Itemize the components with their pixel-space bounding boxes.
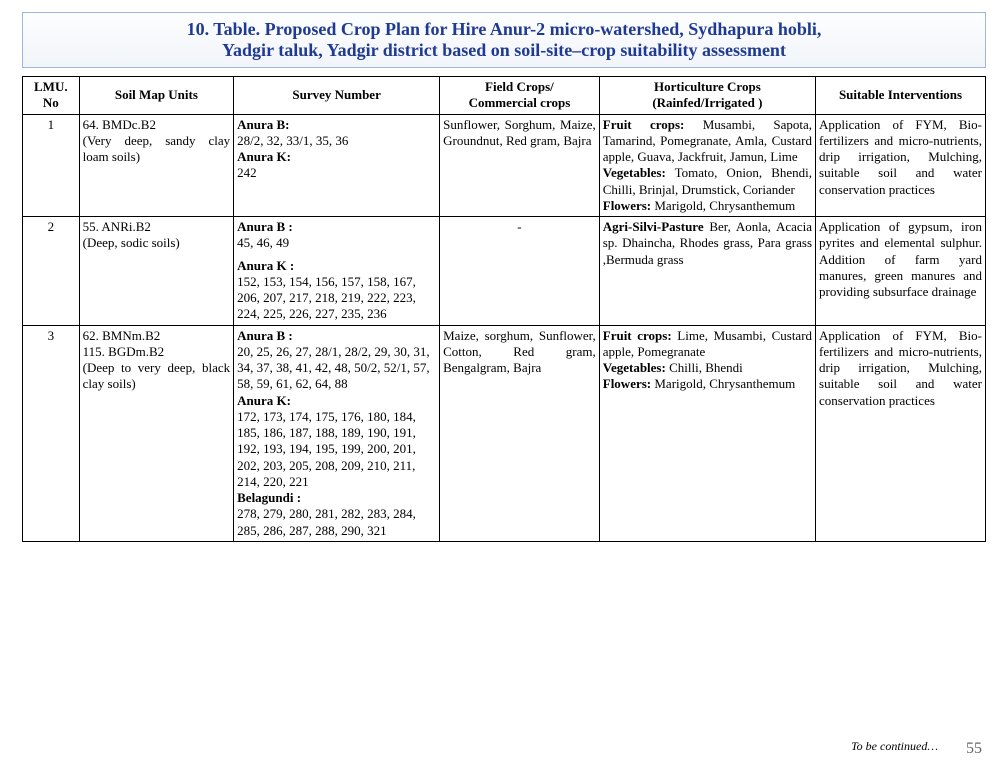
hort-veg-label: Vegetables: [603, 165, 666, 180]
survey-values: 28/2, 32, 33/1, 35, 36 [237, 133, 436, 149]
cell-soil: 55. ANRi.B2 (Deep, sodic soils) [79, 217, 233, 326]
cell-survey: Anura B : 20, 25, 26, 27, 28/1, 28/2, 29… [234, 325, 440, 541]
title-box: 10. Table. Proposed Crop Plan for Hire A… [22, 12, 986, 68]
cell-survey: Anura B : 45, 46, 49 Anura K : 152, 153,… [234, 217, 440, 326]
soil-code: 55. ANRi.B2 [83, 219, 230, 235]
cell-interv: Application of FYM, Bio-fertilizers and … [816, 325, 986, 541]
soil-code: 64. BMDc.B2 [83, 117, 230, 133]
cell-hort: Fruit crops: Lime, Musambi, Custard appl… [599, 325, 815, 541]
soil-desc: (Deep to very deep, black clay soils) [83, 360, 230, 391]
survey-label: Belagundi : [237, 490, 436, 506]
cell-interv: Application of gypsum, iron pyrites and … [816, 217, 986, 326]
survey-label: Anura K : [237, 258, 436, 274]
soil-desc: (Deep, sodic soils) [83, 235, 180, 250]
survey-values: 45, 46, 49 [237, 235, 436, 251]
col-survey: Survey Number [234, 77, 440, 115]
col-hort: Horticulture Crops (Rainfed/Irrigated ) [599, 77, 815, 115]
table-header: LMU. No Soil Map Units Survey Number Fie… [23, 77, 986, 115]
soil-desc: (Very deep, sandy clay loam soils) [83, 133, 230, 164]
hort-flw: Marigold, Chrysanthemum [651, 376, 795, 391]
soil-code: 62. BMNm.B2 [83, 328, 230, 344]
survey-values: 152, 153, 154, 156, 157, 158, 167, 206, … [237, 274, 436, 323]
hort-flw-label: Flowers: [603, 376, 651, 391]
table-row: 3 62. BMNm.B2 115. BGDm.B2 (Deep to very… [23, 325, 986, 541]
hort-fruit-label: Fruit crops: [603, 328, 672, 343]
soil-code: 115. BGDm.B2 [83, 344, 230, 360]
hort-flw-label: Flowers: [603, 198, 651, 213]
survey-values: 278, 279, 280, 281, 282, 283, 284, 285, … [237, 506, 436, 539]
survey-label: Anura B : [237, 328, 436, 344]
cell-lmu: 3 [23, 325, 80, 541]
cell-lmu: 1 [23, 114, 80, 217]
hort-flw: Marigold, Chrysanthemum [651, 198, 795, 213]
col-lmu: LMU. No [23, 77, 80, 115]
survey-values: 172, 173, 174, 175, 176, 180, 184, 185, … [237, 409, 436, 490]
col-field: Field Crops/ Commercial crops [440, 77, 600, 115]
cell-hort: Agri-Silvi-Pasture Ber, Aonla, Acacia sp… [599, 217, 815, 326]
table-row: 1 64. BMDc.B2 (Very deep, sandy clay loa… [23, 114, 986, 217]
cell-lmu: 2 [23, 217, 80, 326]
footer-note: To be continued… [851, 739, 938, 754]
survey-values: 20, 25, 26, 27, 28/1, 28/2, 29, 30, 31, … [237, 344, 436, 393]
hort-veg-label: Vegetables: [603, 360, 666, 375]
hort-flw-wrap: Flowers: Marigold, Chrysanthemum [603, 376, 812, 392]
col-hort-b: (Rainfed/Irrigated ) [603, 95, 812, 111]
survey-label: Anura K: [237, 393, 436, 409]
hort-fruit-label: Fruit crops: [603, 117, 685, 132]
crop-plan-table: LMU. No Soil Map Units Survey Number Fie… [22, 76, 986, 542]
page-number: 55 [966, 740, 982, 758]
cell-survey: Anura B: 28/2, 32, 33/1, 35, 36 Anura K:… [234, 114, 440, 217]
col-interv: Suitable Interventions [816, 77, 986, 115]
hort-flw-wrap: Flowers: Marigold, Chrysanthemum [603, 198, 812, 214]
cell-field: Sunflower, Sorghum, Maize, Groundnut, Re… [440, 114, 600, 217]
cell-field: Maize, sorghum, Sunflower, Cotton, Red g… [440, 325, 600, 541]
survey-label: Anura B: [237, 117, 436, 133]
col-field-b: Commercial crops [443, 95, 596, 111]
survey-label: Anura K: [237, 149, 436, 165]
col-hort-a: Horticulture Crops [603, 79, 812, 95]
cell-field: - [440, 217, 600, 326]
hort-veg: Chilli, Bhendi [666, 360, 743, 375]
title-line-1: 10. Table. Proposed Crop Plan for Hire A… [31, 19, 977, 40]
survey-label: Anura B : [237, 219, 436, 235]
hort-veg-wrap: Vegetables: Chilli, Bhendi [603, 360, 812, 376]
col-field-a: Field Crops/ [443, 79, 596, 95]
survey-values: 242 [237, 165, 436, 181]
hort-veg-wrap: Vegetables: Tomato, Onion, Bhendi, Chill… [603, 165, 812, 198]
cell-soil: 62. BMNm.B2 115. BGDm.B2 (Deep to very d… [79, 325, 233, 541]
table-row: 2 55. ANRi.B2 (Deep, sodic soils) Anura … [23, 217, 986, 326]
cell-interv: Application of FYM, Bio-fertilizers and … [816, 114, 986, 217]
col-soil: Soil Map Units [79, 77, 233, 115]
hort-asp-label: Agri-Silvi-Pasture [603, 219, 704, 234]
cell-soil: 64. BMDc.B2 (Very deep, sandy clay loam … [79, 114, 233, 217]
cell-hort: Fruit crops: Musambi, Sapota, Tamarind, … [599, 114, 815, 217]
title-line-2: Yadgir taluk, Yadgir district based on s… [31, 40, 977, 61]
